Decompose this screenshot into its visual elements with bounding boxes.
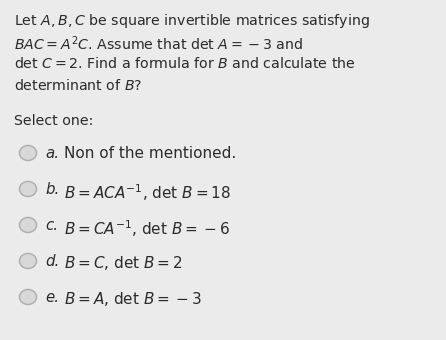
Text: $B = CA^{-1}$, det $B = -6$: $B = CA^{-1}$, det $B = -6$: [64, 218, 230, 239]
Ellipse shape: [20, 182, 37, 197]
Text: Non of the mentioned.: Non of the mentioned.: [64, 146, 236, 161]
Text: a.: a.: [45, 146, 59, 161]
Text: d.: d.: [45, 254, 59, 269]
Text: c.: c.: [45, 218, 58, 233]
Text: Select one:: Select one:: [14, 114, 93, 128]
Text: $B = ACA^{-1}$, det $B = 18$: $B = ACA^{-1}$, det $B = 18$: [64, 182, 231, 203]
Ellipse shape: [20, 254, 37, 269]
Ellipse shape: [20, 146, 37, 160]
Text: determinant of $B$?: determinant of $B$?: [14, 78, 142, 93]
Text: $BAC = A^2C$. Assume that det $A = -3$ and: $BAC = A^2C$. Assume that det $A = -3$ a…: [14, 34, 303, 53]
Ellipse shape: [20, 289, 37, 305]
Text: e.: e.: [45, 290, 59, 305]
Text: $B = A$, det $B = -3$: $B = A$, det $B = -3$: [64, 290, 202, 308]
Ellipse shape: [20, 218, 37, 233]
Text: Let $\mathit{A, B, C}$ be square invertible matrices satisfying: Let $\mathit{A, B, C}$ be square inverti…: [14, 12, 370, 30]
Text: b.: b.: [45, 182, 59, 197]
Text: $B = C$, det $B = 2$: $B = C$, det $B = 2$: [64, 254, 183, 272]
Text: det $C = 2$. Find a formula for $B$ and calculate the: det $C = 2$. Find a formula for $B$ and …: [14, 56, 355, 71]
